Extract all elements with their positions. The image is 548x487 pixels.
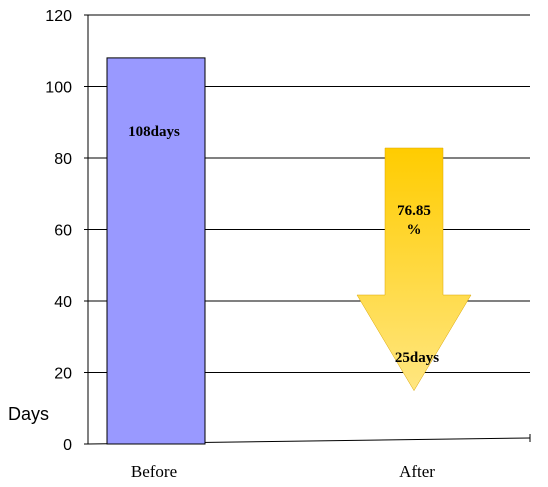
data-label-after: 25days bbox=[395, 350, 439, 366]
decrease-arrow: 76.85 % bbox=[356, 147, 472, 392]
down-arrow-shape bbox=[356, 147, 472, 392]
y-axis-label: Days bbox=[8, 404, 49, 424]
y-tick-labels: 0 20 40 60 80 100 120 bbox=[45, 8, 72, 454]
y-tick-label-60: 60 bbox=[54, 223, 72, 240]
x-category-label-after: After bbox=[399, 462, 435, 481]
percent-decrease-symbol: % bbox=[407, 222, 422, 238]
y-tick-label-120: 120 bbox=[45, 8, 72, 25]
y-tick-label-40: 40 bbox=[54, 294, 72, 311]
y-tick-label-0: 0 bbox=[63, 437, 72, 454]
x-category-label-before: Before bbox=[131, 462, 177, 481]
data-label-before: 108days bbox=[128, 124, 180, 140]
bars bbox=[106, 57, 206, 445]
y-tick-label-20: 20 bbox=[54, 366, 72, 383]
y-tick-label-80: 80 bbox=[54, 151, 72, 168]
x-category-labels: Before After bbox=[131, 462, 435, 481]
percent-decrease-value: 76.85 bbox=[397, 203, 431, 219]
bar-before bbox=[106, 57, 206, 445]
y-tick-label-100: 100 bbox=[45, 80, 72, 97]
